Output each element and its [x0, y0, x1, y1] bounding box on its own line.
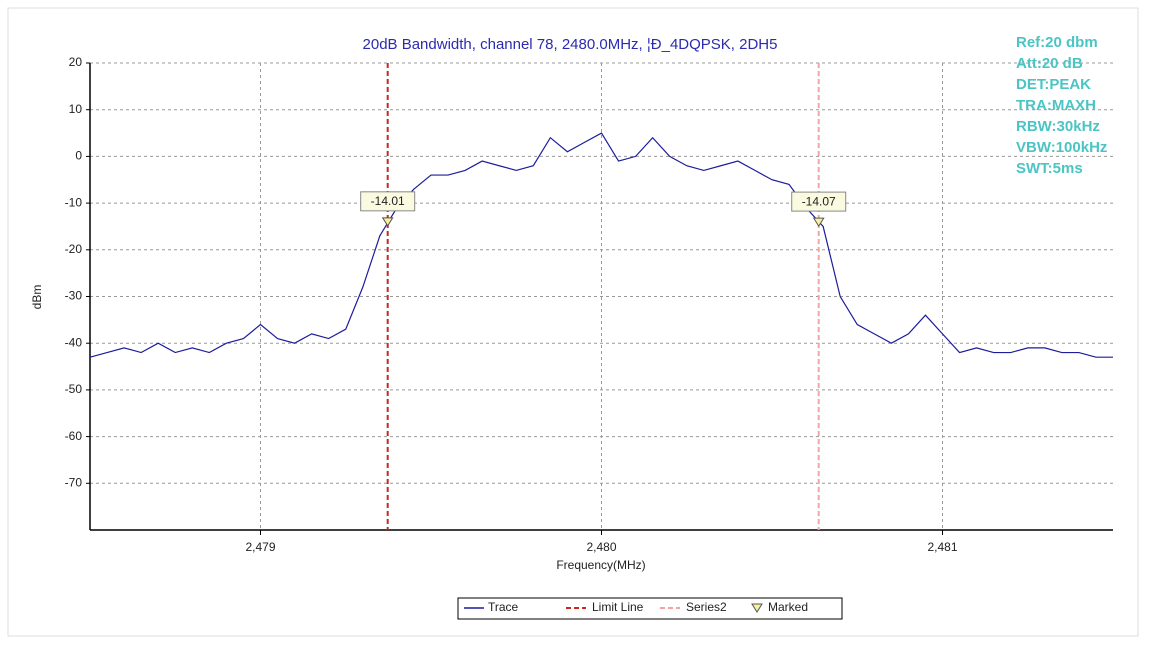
marker: [381, 217, 394, 227]
legend: [457, 597, 843, 620]
y-tick-label: 0: [75, 149, 82, 163]
setting: DET:PEAK: [1016, 76, 1091, 93]
marker-label: -14.07: [802, 194, 836, 208]
x-tick-label: 2,479: [245, 540, 275, 554]
setting: RBW:30kHz: [1016, 118, 1100, 135]
y-tick-label: -60: [65, 429, 83, 443]
y-tick-label: 10: [69, 102, 83, 116]
legend-label: Trace: [488, 600, 519, 614]
y-tick-label: -70: [65, 475, 83, 489]
y-tick-label: -20: [65, 242, 83, 256]
setting: SWT:5ms: [1016, 160, 1083, 177]
trace-line: [89, 132, 1113, 358]
marker-label-box: [360, 191, 416, 212]
y-tick-label: -10: [65, 195, 83, 209]
y-tick-label: -30: [65, 289, 83, 303]
chart-title: 20dB Bandwidth, channel 78, 2480.0MHz, ¦…: [363, 36, 778, 53]
x-axis-label: Frequency(MHz): [556, 558, 645, 572]
marker: [812, 217, 825, 228]
marker-label: -14.01: [371, 194, 405, 208]
legend-label: Series2: [686, 600, 727, 614]
legend-swatch: [751, 603, 763, 613]
x-tick-label: 2,480: [586, 540, 616, 554]
frame: [7, 7, 1139, 637]
y-axis-label: dBm: [30, 285, 44, 310]
y-tick-label: -50: [65, 382, 83, 396]
legend-label: Marked: [768, 600, 808, 614]
setting: Att:20 dB: [1016, 55, 1083, 72]
y-tick-label: 20: [69, 55, 83, 69]
x-tick-label: 2,481: [927, 540, 957, 554]
y-tick-label: -40: [65, 335, 83, 349]
marker-label-box: [791, 191, 847, 212]
legend-label: Limit Line: [592, 600, 644, 614]
setting: Ref:20 dbm: [1016, 34, 1098, 51]
setting: VBW:100kHz: [1016, 139, 1107, 156]
setting: TRA:MAXH: [1016, 97, 1096, 114]
